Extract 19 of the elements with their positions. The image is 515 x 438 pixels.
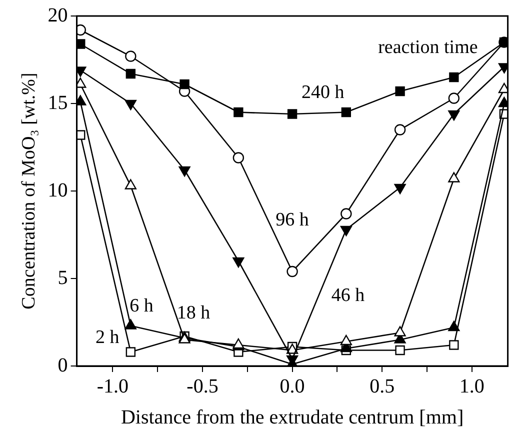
series-label: 96 h bbox=[276, 210, 310, 231]
x-tick-label: -0.5 bbox=[186, 375, 218, 398]
annotation: reaction time bbox=[378, 36, 478, 58]
series-label: 18 h bbox=[176, 302, 211, 324]
x-tick-label: 0.0 bbox=[280, 375, 305, 398]
series-label: 2 h bbox=[95, 326, 120, 348]
y-tick-label: 20 bbox=[48, 4, 68, 26]
x-axis-title: Distance from the extrudate centrum [mm] bbox=[120, 406, 464, 428]
y-tick-label: 15 bbox=[48, 92, 68, 114]
series-label: 46 h bbox=[331, 284, 366, 306]
x-tick-label: 0.5 bbox=[370, 375, 395, 398]
y-tick-label: 10 bbox=[48, 179, 68, 202]
x-tick-label: 1.0 bbox=[459, 375, 484, 398]
series-label: 6 h bbox=[130, 295, 154, 316]
y-axis-title: Concentration of MoO₃ [wt.%] bbox=[18, 72, 40, 310]
series-label: 240 h bbox=[301, 82, 345, 103]
y-tick-label: 0 bbox=[58, 354, 68, 376]
x-tick-label: -1.0 bbox=[96, 375, 129, 398]
y-tick-label: 5 bbox=[58, 266, 68, 289]
